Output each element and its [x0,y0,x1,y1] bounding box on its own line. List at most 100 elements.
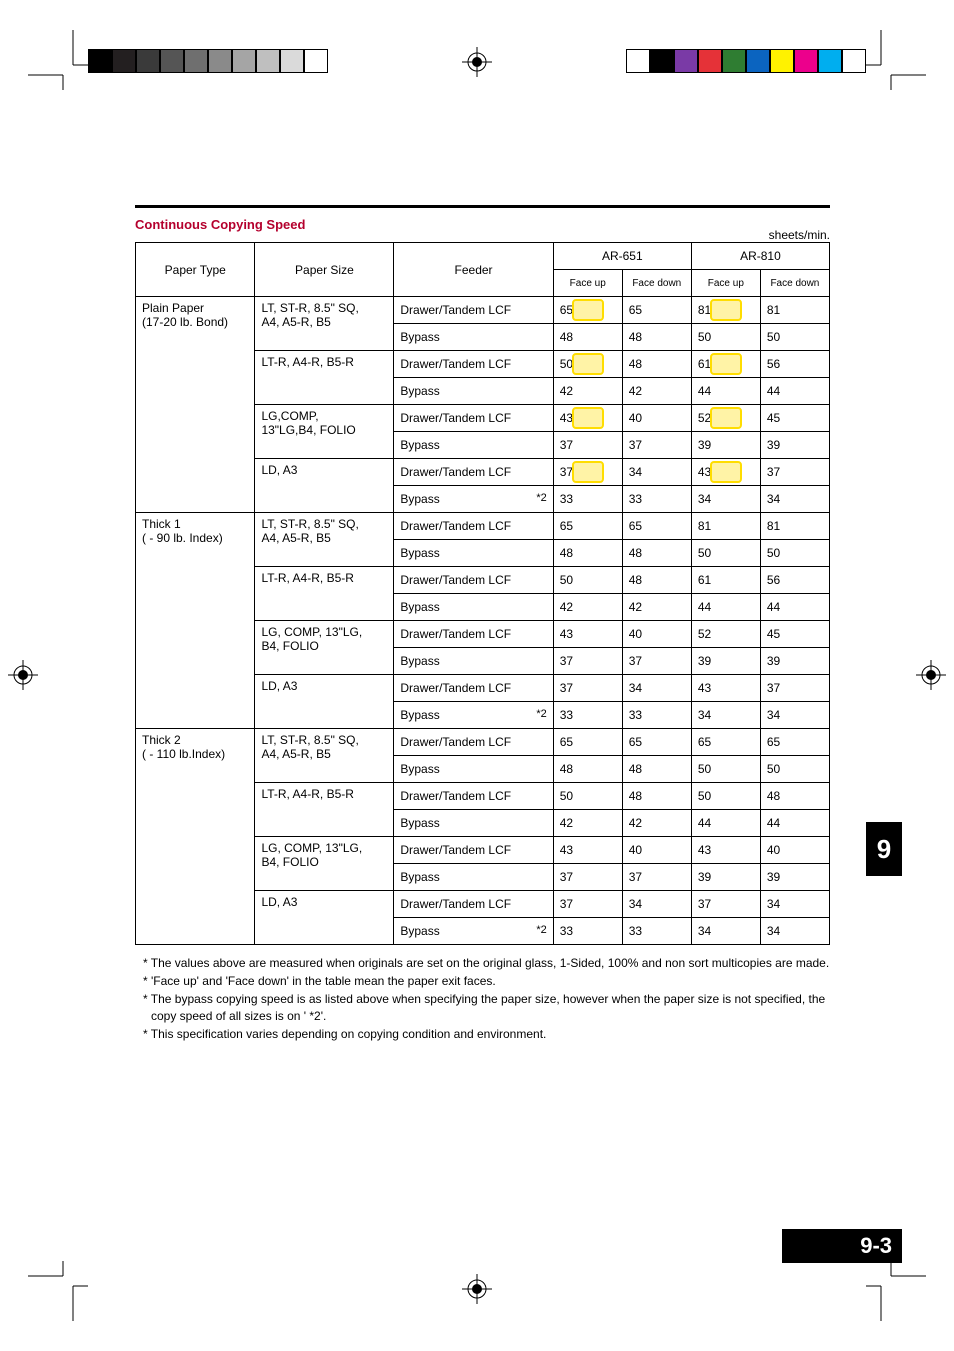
registration-mark-top [462,47,492,77]
cell-value: 50 [691,324,760,351]
chapter-tab: 9 [866,822,902,876]
cell-feeder: Drawer/Tandem LCF [394,297,553,324]
th-feeder: Feeder [394,243,553,297]
footnotes: * The values above are measured when ori… [135,955,830,1042]
cell-value: 65 [553,297,622,324]
cell-value: 34 [760,486,829,513]
cell-paper-size: LT, ST-R, 8.5" SQ,A4, A5-R, B5 [255,297,394,351]
cell-value: 34 [691,486,760,513]
cell-value: 52 [691,621,760,648]
cell-value: 33 [622,918,691,945]
cell-value: 39 [760,648,829,675]
cell-paper-size: LG, COMP, 13"LG,B4, FOLIO [255,837,394,891]
cell-value: 48 [622,324,691,351]
cell-value: 48 [622,351,691,378]
cell-paper-size: LT-R, A4-R, B5-R [255,351,394,405]
cell-value: 34 [622,675,691,702]
cell-value: 42 [553,594,622,621]
cell-value: 37 [622,648,691,675]
cell-value: 34 [622,891,691,918]
cell-feeder: Bypass [394,378,553,405]
footnote-line: * This specification varies depending on… [143,1026,830,1042]
cell-feeder: Drawer/Tandem LCF [394,459,553,486]
cell-value: 39 [691,648,760,675]
cell-value: 39 [691,864,760,891]
cell-value: 33 [622,486,691,513]
cell-value: 44 [760,810,829,837]
cell-paper-size: LT-R, A4-R, B5-R [255,567,394,621]
cell-value: 81 [760,297,829,324]
cell-value: 43 [553,621,622,648]
cell-value: 42 [622,810,691,837]
footnote-line: * 'Face up' and 'Face down' in the table… [143,973,830,989]
cell-value: 65 [553,729,622,756]
cell-value: 50 [691,756,760,783]
cell-value: 50 [691,540,760,567]
cell-value: 44 [691,810,760,837]
cell-value: 48 [553,324,622,351]
cell-value: 33 [553,702,622,729]
cell-value: 81 [691,513,760,540]
cell-value: 37 [691,891,760,918]
th-paper-size: Paper Size [255,243,394,297]
cell-paper-size: LT, ST-R, 8.5" SQ,A4, A5-R, B5 [255,729,394,783]
th-face-down-a: Face down [622,270,691,297]
cell-value: 40 [622,405,691,432]
cell-value: 42 [622,378,691,405]
cell-value: 50 [760,756,829,783]
cell-value: 37 [622,864,691,891]
cell-value: 48 [760,783,829,810]
cell-value: 65 [622,513,691,540]
cell-value: 50 [691,783,760,810]
cell-value: 50 [760,324,829,351]
th-paper-type: Paper Type [136,243,255,297]
cell-value: 50 [553,567,622,594]
cell-feeder: Bypass [394,324,553,351]
cell-value: 81 [691,297,760,324]
cell-feeder: Drawer/Tandem LCF [394,891,553,918]
cell-feeder: Bypass*2 [394,486,553,513]
table-row: Plain Paper(17-20 lb. Bond)LT, ST-R, 8.5… [136,297,830,324]
cell-value: 65 [553,513,622,540]
cell-value: 48 [622,783,691,810]
cell-value: 65 [622,729,691,756]
cell-feeder: Bypass [394,810,553,837]
cell-value: 37 [553,891,622,918]
cell-value: 40 [622,837,691,864]
cell-feeder: Drawer/Tandem LCF [394,729,553,756]
cell-value: 39 [760,432,829,459]
registration-mark-bottom [462,1274,492,1304]
page-number: 9-3 [782,1229,902,1263]
cell-value: 37 [760,675,829,702]
th-face-up-a: Face up [553,270,622,297]
cell-feeder: Bypass [394,540,553,567]
cell-feeder: Bypass [394,648,553,675]
cell-value: 44 [760,594,829,621]
cell-value: 43 [691,675,760,702]
cell-feeder: Bypass [394,432,553,459]
cell-value: 48 [553,756,622,783]
cell-value: 37 [553,648,622,675]
table-row: Thick 2( - 110 lb.Index)LT, ST-R, 8.5" S… [136,729,830,756]
cell-value: 33 [553,486,622,513]
cell-feeder: Bypass*2 [394,702,553,729]
cell-paper-size: LD, A3 [255,675,394,729]
cell-value: 34 [691,918,760,945]
cell-value: 33 [553,918,622,945]
cell-feeder: Bypass*2 [394,918,553,945]
section-title: Continuous Copying Speed [135,217,305,232]
cell-paper-size: LD, A3 [255,891,394,945]
cell-value: 43 [553,837,622,864]
cell-value: 39 [760,864,829,891]
cell-value: 48 [622,567,691,594]
cell-feeder: Bypass [394,864,553,891]
cell-paper-size: LG, COMP, 13"LG,B4, FOLIO [255,621,394,675]
cell-feeder: Drawer/Tandem LCF [394,837,553,864]
cell-value: 37 [553,432,622,459]
cell-value: 34 [760,918,829,945]
cell-value: 45 [760,405,829,432]
unit-label: sheets/min. [769,228,830,242]
header-rule [135,205,830,208]
cell-value: 37 [760,459,829,486]
crop-mark-top-right [866,30,926,90]
